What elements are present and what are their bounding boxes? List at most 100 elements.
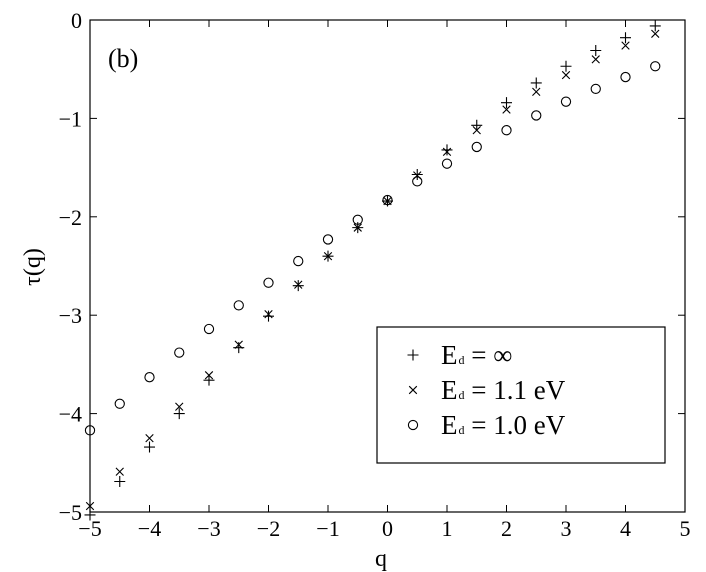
- plus-marker: [471, 119, 483, 131]
- circle-marker: [407, 419, 419, 431]
- legend-subscript: d: [459, 353, 465, 367]
- circle-marker: [382, 194, 393, 206]
- plus-marker: [411, 168, 423, 180]
- circle-marker: [560, 96, 572, 107]
- cross-marker: [621, 41, 630, 50]
- circle-marker: [650, 61, 661, 72]
- x-tick-label: −2: [257, 516, 280, 541]
- legend-subscript: d: [459, 423, 465, 437]
- circle-marker: [263, 277, 274, 288]
- plus-marker: [501, 97, 512, 109]
- cross-marker: [353, 223, 362, 232]
- cross-marker: [408, 385, 418, 395]
- plus-marker: [441, 144, 453, 156]
- circle-marker: [322, 234, 334, 245]
- plus-marker: [114, 475, 126, 487]
- x-tick-label: 4: [620, 516, 631, 541]
- cross-marker: [85, 501, 95, 511]
- plus-marker: [263, 310, 274, 322]
- cross-marker: [115, 467, 124, 476]
- series-0: [84, 20, 661, 521]
- x-tick-label: −1: [316, 516, 339, 541]
- cross-marker: [264, 310, 273, 319]
- legend-main: E: [441, 340, 458, 370]
- circle-marker: [114, 398, 125, 409]
- circle-marker: [412, 176, 423, 187]
- legend-rest: = 1.0 eV: [465, 410, 566, 440]
- cross-marker: [502, 105, 511, 114]
- legend-rest: = 1.1 eV: [465, 375, 566, 405]
- axis-ticks: [89, 19, 686, 513]
- circle-marker: [174, 347, 185, 358]
- plus-marker: [292, 280, 304, 292]
- x-tick-label: 2: [501, 516, 512, 541]
- circle-marker: [501, 125, 512, 136]
- legend-rest: = ∞: [465, 340, 513, 370]
- x-tick-label: 0: [382, 516, 393, 541]
- x-axis-label: q: [375, 546, 387, 572]
- circle-marker: [84, 425, 96, 436]
- legend-entry: Ed = 1.1 eV: [408, 375, 566, 405]
- circle-marker: [203, 323, 215, 335]
- circle-marker: [590, 83, 601, 95]
- plus-marker: [620, 32, 631, 44]
- data-points: [84, 20, 661, 521]
- circle-marker: [352, 214, 363, 225]
- cross-marker: [591, 55, 600, 64]
- legend-box: [376, 326, 666, 464]
- y-tick-label: −1: [59, 106, 82, 131]
- circle-marker: [531, 110, 542, 121]
- plus-marker: [407, 349, 419, 361]
- plus-marker: [144, 441, 155, 453]
- cross-marker: [561, 70, 571, 80]
- circle-marker: [144, 372, 155, 383]
- x-tick-label: −3: [197, 516, 220, 541]
- circle-marker: [293, 255, 304, 267]
- legend-label: Ed = 1.0 eV: [441, 410, 566, 440]
- panel-label: (b): [108, 44, 138, 73]
- y-tick-label: 0: [71, 8, 82, 33]
- tick-labels: −5 −4 −3 −2 −1 0 1 2 3 4 5 0 −1 −2 −3 −4 −5: [59, 8, 691, 541]
- cross-marker: [294, 280, 303, 289]
- y-tick-label: −3: [59, 303, 82, 328]
- cross-marker: [175, 402, 184, 411]
- legend-entry: Ed = 1.0 eV: [407, 410, 566, 440]
- y-tick-label: −4: [59, 402, 82, 427]
- legend-label: Ed = 1.1 eV: [441, 375, 566, 405]
- cross-marker: [234, 340, 243, 349]
- plus-marker: [530, 77, 542, 89]
- x-tick-label: 5: [680, 516, 691, 541]
- x-tick-label: 3: [561, 516, 572, 541]
- legend-main: E: [441, 375, 458, 405]
- cross-marker: [651, 29, 660, 38]
- plus-marker: [173, 408, 185, 420]
- plus-marker: [84, 509, 96, 521]
- plus-marker: [203, 374, 215, 386]
- circle-marker: [471, 141, 482, 153]
- series-2: [84, 61, 661, 436]
- circle-marker: [620, 71, 631, 83]
- circle-marker: [441, 158, 453, 169]
- cross-marker: [442, 147, 452, 157]
- x-tick-label: 1: [442, 516, 453, 541]
- legend-subscript: d: [459, 388, 465, 402]
- y-tick-label: −5: [59, 500, 82, 525]
- cross-marker: [204, 371, 214, 380]
- legend-main: E: [441, 410, 458, 440]
- cross-marker: [145, 434, 154, 443]
- legend-label: Ed = ∞: [441, 340, 512, 370]
- circle-marker: [233, 300, 244, 311]
- cross-marker: [323, 251, 333, 261]
- legend-entry: Ed = ∞: [407, 340, 512, 370]
- series-1: [85, 29, 660, 511]
- cross-marker: [413, 171, 422, 180]
- x-tick-label: −5: [78, 516, 101, 541]
- x-tick-label: −4: [138, 516, 161, 541]
- y-tick-label: −2: [59, 205, 82, 230]
- y-axis-label: τ(q): [20, 248, 46, 286]
- plus-marker: [590, 45, 602, 57]
- plus-marker: [233, 342, 245, 354]
- plus-marker: [560, 60, 572, 72]
